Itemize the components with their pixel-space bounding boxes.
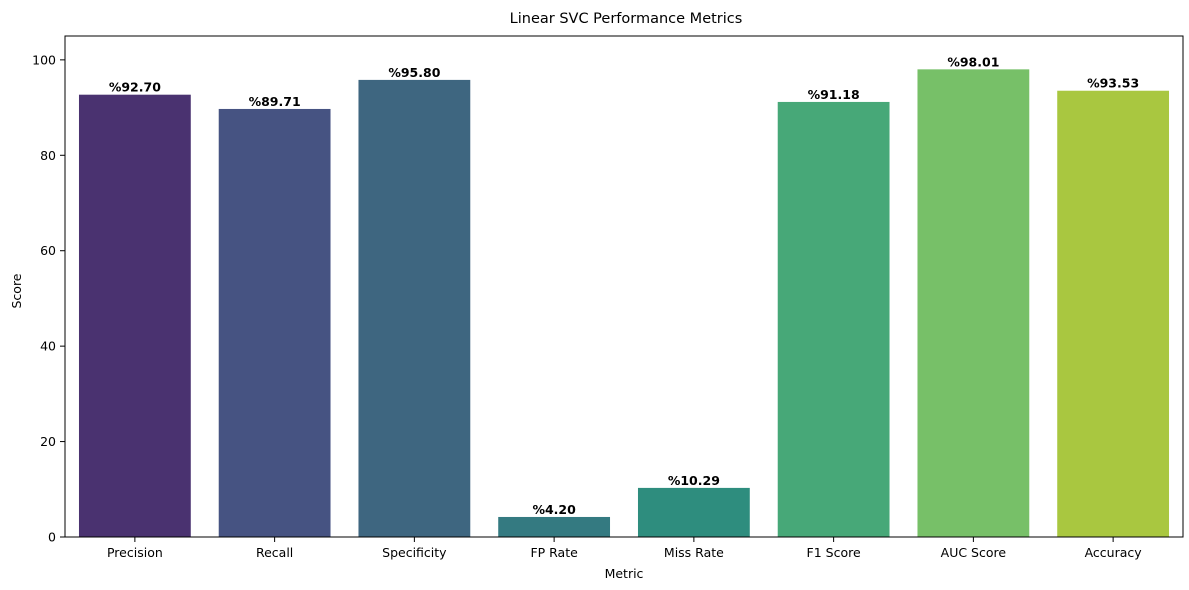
x-tick-label-auc-score: AUC Score <box>941 545 1007 560</box>
data-label-accuracy: %93.53 <box>1087 76 1139 91</box>
plot-frame <box>64 35 1184 538</box>
bar-recall <box>218 108 331 537</box>
x-axis-ticks: Precision Recall Specificity FP Rate Miss Ra… <box>107 537 1142 560</box>
data-label-fp-rate: %4.20 <box>532 502 576 517</box>
bar-accuracy <box>1057 90 1170 538</box>
data-label-auc-score: %98.01 <box>947 54 999 69</box>
data-label-specificity: %95.80 <box>388 65 440 80</box>
x-tick-label-f1-score: F1 Score <box>807 545 861 560</box>
bar-specificity <box>358 79 471 537</box>
bar-auc-score <box>917 69 1030 537</box>
y-tick-label-100: 100 <box>32 52 56 67</box>
y-tick-label-20: 20 <box>40 434 56 449</box>
data-label-miss-rate: %10.29 <box>668 473 720 488</box>
x-tick-label-miss-rate: Miss Rate <box>664 545 724 560</box>
y-tick-label-60: 60 <box>40 243 56 258</box>
y-tick-label-40: 40 <box>40 339 56 354</box>
bars-group <box>78 69 1170 538</box>
bar-precision <box>78 94 191 537</box>
x-tick-label-recall: Recall <box>256 545 293 560</box>
y-tick-label-80: 80 <box>40 148 56 163</box>
bar-f1-score <box>777 101 890 538</box>
y-axis-label: Score <box>9 273 24 308</box>
bar-fp-rate <box>498 516 611 537</box>
x-tick-label-specificity: Specificity <box>382 545 447 560</box>
x-tick-label-precision: Precision <box>107 545 163 560</box>
chart-title: Linear SVC Performance Metrics <box>510 11 743 27</box>
y-tick-label-0: 0 <box>48 530 56 545</box>
bar-miss-rate <box>637 487 750 537</box>
x-axis-label: Metric <box>605 566 644 581</box>
data-label-recall: %89.71 <box>249 94 301 109</box>
x-tick-label-fp-rate: FP Rate <box>530 545 578 560</box>
y-axis-ticks: 0 20 40 60 80 100 <box>32 52 65 545</box>
data-labels-group: %92.70 %89.71 %95.80 %4.20 %10.29 %91.18 %98.0… <box>109 54 1139 517</box>
x-tick-label-accuracy: Accuracy <box>1085 545 1143 560</box>
data-label-precision: %92.70 <box>109 80 161 95</box>
data-label-f1-score: %91.18 <box>808 87 860 102</box>
